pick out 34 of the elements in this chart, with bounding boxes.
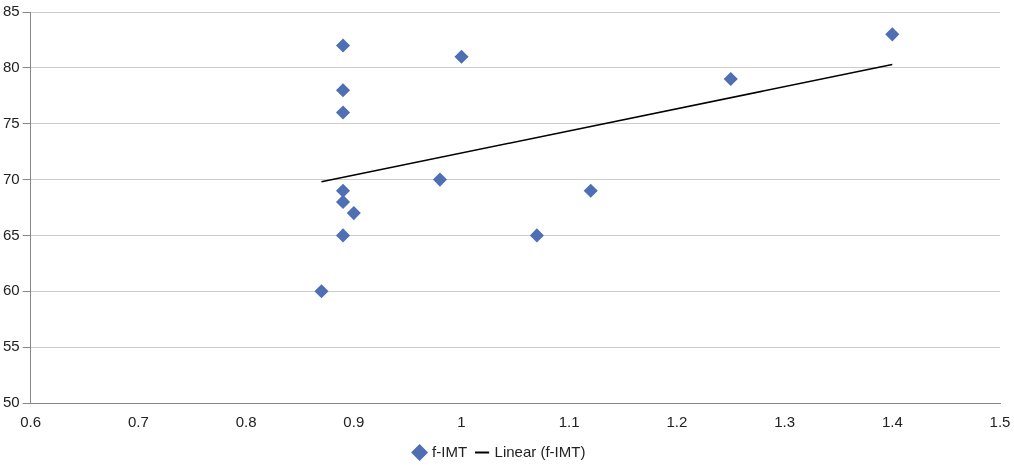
x-tick-label: 1.4 <box>881 413 903 431</box>
y-tick-label: 70 <box>3 169 20 187</box>
point <box>530 228 544 243</box>
y-tick-label: 80 <box>3 58 20 75</box>
x-tick-label: 0.9 <box>343 413 365 431</box>
y-tick-label: 75 <box>3 113 20 131</box>
point <box>454 49 469 64</box>
x-tick-label: 0.6 <box>20 413 42 431</box>
y-tick-label: 50 <box>3 393 20 411</box>
point <box>433 172 447 187</box>
y-tick-label: 85 <box>3 2 20 20</box>
y-tick-label: 55 <box>3 337 20 355</box>
y-tick-label: 60 <box>3 281 20 299</box>
point <box>336 105 350 120</box>
legend-label: f-IMT <box>432 442 468 460</box>
point <box>885 27 900 42</box>
x-tick-label: 1.5 <box>989 413 1011 431</box>
legend-label: Linear (f-IMT) <box>494 442 586 460</box>
point <box>347 206 361 220</box>
x-tick-label: 1.1 <box>558 413 580 431</box>
x-tick-label: 0.8 <box>235 413 257 431</box>
point <box>336 228 350 243</box>
point <box>314 284 329 299</box>
point <box>724 72 738 86</box>
x-tick-label: 0.7 <box>127 413 149 431</box>
x-tick-label: 1.3 <box>774 413 796 431</box>
point <box>336 195 350 209</box>
point <box>336 83 350 97</box>
point <box>336 183 350 198</box>
point <box>336 38 350 53</box>
y-tick-label: 65 <box>3 225 20 243</box>
x-tick-label: 1 <box>457 413 466 431</box>
x-tick-label: 1.2 <box>666 413 688 431</box>
point <box>583 183 598 198</box>
